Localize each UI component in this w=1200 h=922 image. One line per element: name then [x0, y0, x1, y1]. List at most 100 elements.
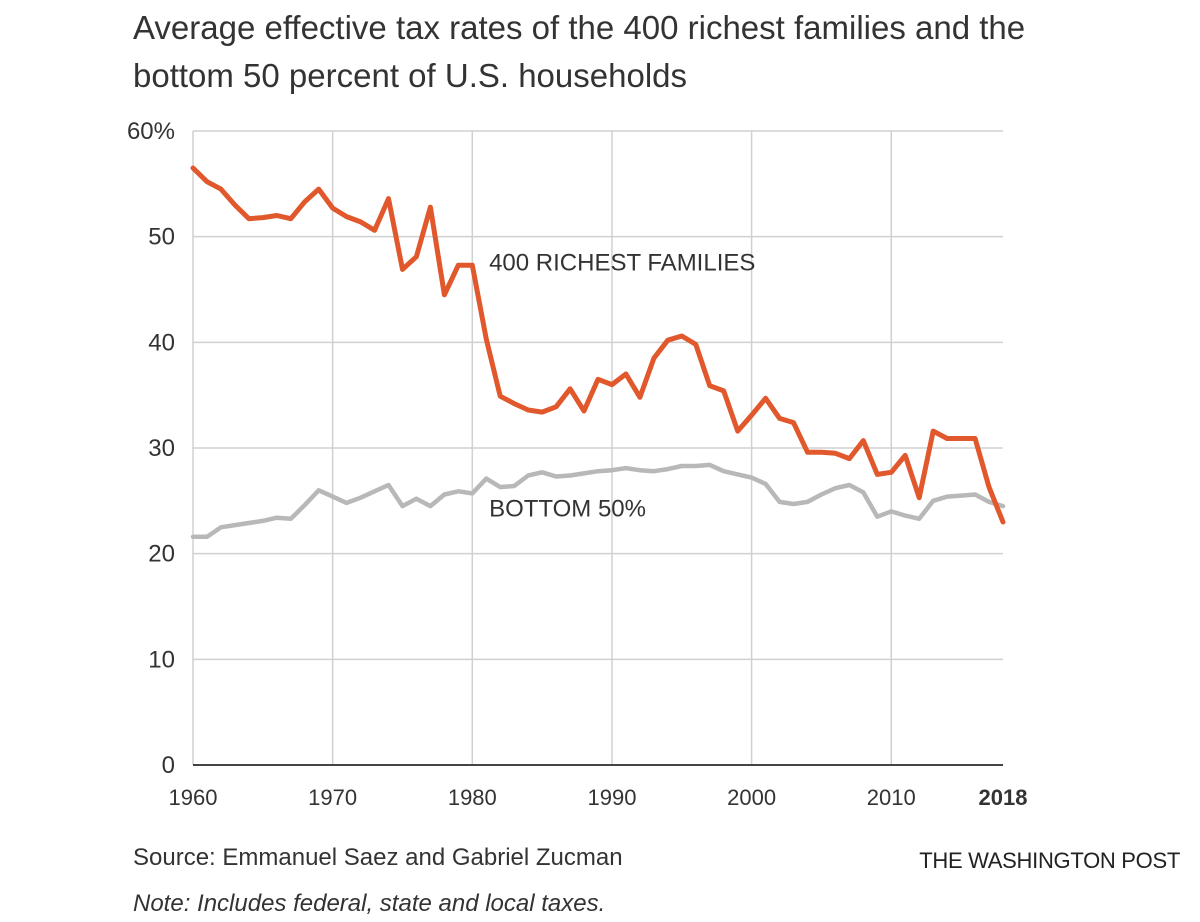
data-point: [540, 470, 545, 475]
data-point: [260, 215, 265, 220]
data-point: [735, 472, 740, 477]
data-point: [484, 337, 489, 342]
data-point: [847, 483, 852, 488]
y-tick-label: 60%: [127, 118, 175, 145]
data-point: [302, 503, 307, 508]
series-line-richest: [190, 165, 1006, 525]
x-tick-label: 2018: [979, 785, 1028, 810]
chart-title: Average effective tax rates of the 400 r…: [133, 9, 1026, 94]
data-point: [763, 396, 768, 401]
y-tick-label: 50: [148, 224, 175, 251]
data-point: [554, 474, 559, 479]
data-point: [414, 496, 419, 501]
data-point: [358, 219, 363, 224]
data-point: [777, 416, 782, 421]
data-point: [651, 469, 656, 474]
data-point: [931, 498, 936, 503]
data-point: [637, 468, 642, 473]
data-point: [316, 187, 321, 192]
data-point: [693, 342, 698, 347]
data-point: [372, 489, 377, 494]
x-tick-label: 1980: [448, 785, 497, 810]
data-point: [554, 404, 559, 409]
data-point: [973, 492, 978, 497]
data-point: [623, 466, 628, 471]
data-point: [582, 471, 587, 476]
data-point: [1001, 504, 1006, 509]
data-point: [218, 187, 223, 192]
data-point: [987, 499, 992, 504]
data-point: [903, 513, 908, 518]
x-tick-label: 2000: [727, 785, 776, 810]
data-point: [665, 467, 670, 472]
data-point: [833, 451, 838, 456]
data-point: [288, 216, 293, 221]
x-tick-label: 1960: [169, 785, 218, 810]
data-point: [442, 292, 447, 297]
data-point: [959, 493, 964, 498]
data-point: [512, 484, 517, 489]
data-point: [205, 179, 210, 184]
data-point: [693, 464, 698, 469]
data-point: [330, 494, 335, 499]
data-point: [833, 486, 838, 491]
axes: 0 10 20 30 40 50 60% 1960 1970 1980 1990 2000 2010 20…: [127, 118, 1028, 810]
data-point: [302, 199, 307, 204]
label-bottom: BOTTOM 50%: [489, 496, 646, 523]
data-point: [400, 267, 405, 272]
data-point: [931, 429, 936, 434]
y-tick-label: 10: [148, 646, 175, 673]
data-point: [973, 436, 978, 441]
data-point: [596, 469, 601, 474]
data-point: [191, 534, 196, 539]
data-point: [400, 504, 405, 509]
data-point: [540, 410, 545, 415]
data-point: [498, 485, 503, 490]
data-point: [456, 489, 461, 494]
data-point: [232, 203, 237, 208]
data-point: [484, 476, 489, 481]
data-point: [610, 382, 615, 387]
x-tick-label: 1990: [587, 785, 636, 810]
data-point: [889, 509, 894, 514]
data-point: [470, 263, 475, 268]
data-point: [861, 438, 866, 443]
publisher-credit: THE WASHINGTON POST: [919, 848, 1180, 873]
data-point: [651, 356, 656, 361]
y-tick-label: 0: [162, 752, 175, 779]
data-point: [707, 462, 712, 467]
data-point: [819, 450, 824, 455]
label-richest: 400 RICHEST FAMILIES: [489, 249, 755, 276]
data-point: [847, 456, 852, 461]
data-point: [218, 525, 223, 530]
data-point: [805, 450, 810, 455]
data-point: [805, 499, 810, 504]
data-point: [679, 334, 684, 339]
data-point: [791, 420, 796, 425]
data-point: [526, 473, 531, 478]
data-point: [205, 534, 210, 539]
data-point: [288, 516, 293, 521]
data-point: [330, 206, 335, 211]
x-tick-label: 1970: [308, 785, 357, 810]
data-point: [861, 490, 866, 495]
data-point: [386, 196, 391, 201]
data-point: [414, 254, 419, 259]
data-point: [344, 214, 349, 219]
data-point: [428, 205, 433, 210]
data-point: [568, 386, 573, 391]
data-point: [526, 408, 531, 413]
data-point: [665, 338, 670, 343]
data-point: [512, 401, 517, 406]
data-point: [903, 453, 908, 458]
data-point: [875, 472, 880, 477]
data-point: [582, 409, 587, 414]
data-point: [442, 492, 447, 497]
data-point: [623, 372, 628, 377]
data-point: [889, 470, 894, 475]
data-point: [945, 436, 950, 441]
data-point: [470, 491, 475, 496]
data-point: [707, 383, 712, 388]
data-point: [959, 436, 964, 441]
grid-lines: [192, 130, 1003, 765]
